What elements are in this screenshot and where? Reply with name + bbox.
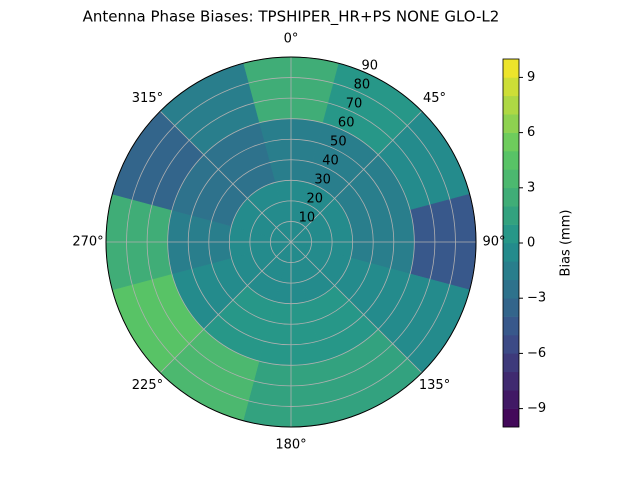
- angular-grid-line: [290, 241, 423, 374]
- colorbar-band: [503, 95, 519, 115]
- theta-tick-label: 135°: [419, 378, 450, 393]
- theta-tick-label: 90°: [482, 235, 505, 250]
- colorbar-band: [503, 408, 519, 428]
- colorbar-band: [503, 77, 519, 97]
- colorbar-band: [503, 335, 519, 354]
- angular-grid-line: [290, 110, 423, 243]
- colorbar-band: [503, 169, 519, 189]
- theta-tick-label: 315°: [132, 91, 163, 106]
- theta-tick-label: 270°: [72, 235, 103, 250]
- r-tick-label: 10: [299, 211, 316, 226]
- theta-tick-label: 180°: [275, 438, 306, 453]
- colorbar-tick-label: −3: [527, 291, 546, 306]
- r-tick-label: 80: [354, 78, 371, 93]
- theta-tick-label: 225°: [132, 378, 163, 393]
- theta-tick-label: 0°: [284, 32, 299, 47]
- colorbar-band: [503, 206, 519, 225]
- r-tick-label: 30: [314, 173, 331, 188]
- colorbar-band: [503, 390, 519, 409]
- colorbar-band: [503, 132, 519, 152]
- r-tick-label: 70: [346, 97, 363, 112]
- polar-grid: [105, 56, 477, 428]
- r-tick-label: 40: [322, 154, 339, 169]
- colorbar-band: [503, 371, 519, 391]
- r-tick-label: 50: [330, 135, 347, 150]
- r-tick-label: 90: [362, 59, 379, 74]
- colorbar-tick-label: 6: [527, 125, 535, 140]
- colorbar-band: [503, 114, 519, 133]
- angular-grid-line: [159, 241, 292, 374]
- colorbar-band: [503, 261, 519, 281]
- colorbar-band: [503, 279, 519, 299]
- colorbar-band: [503, 298, 519, 317]
- colorbar-band: [503, 59, 519, 78]
- colorbar-tick-label: 3: [527, 180, 535, 195]
- theta-tick-label: 45°: [423, 91, 446, 106]
- angular-grid-line: [159, 110, 292, 243]
- colorbar-tick-label: −6: [527, 346, 546, 361]
- colorbar-tick-label: −9: [527, 401, 546, 416]
- colorbar-band: [503, 316, 519, 336]
- colorbar-tick-label: 0: [527, 236, 535, 251]
- colorbar-band: [503, 353, 519, 373]
- colorbar-band: [503, 151, 519, 170]
- colorbar-band: [503, 224, 519, 244]
- chart-title: Antenna Phase Biases: TPSHIPER_HR+PS NON…: [83, 8, 500, 27]
- colorbar-label: Bias (mm): [559, 210, 574, 277]
- r-tick-label: 20: [306, 192, 323, 207]
- colorbar: [503, 59, 519, 428]
- colorbar-tick-label: 9: [527, 70, 535, 85]
- r-tick-label: 60: [338, 116, 355, 131]
- colorbar-band: [503, 187, 519, 207]
- polar-frame: [105, 56, 477, 428]
- colorbar-band: [503, 243, 519, 262]
